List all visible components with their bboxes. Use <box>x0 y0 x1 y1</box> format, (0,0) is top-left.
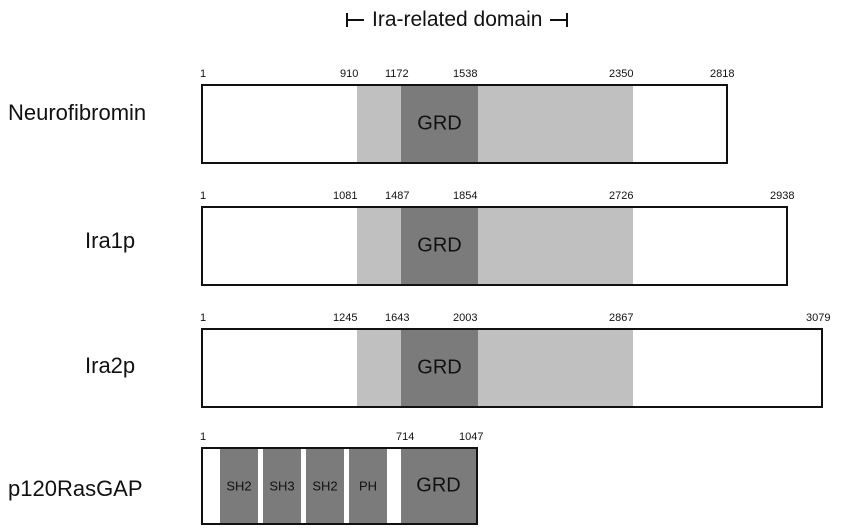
position-start: 1 <box>200 431 207 443</box>
position-label: 1854 <box>453 190 478 202</box>
position-label: 910 <box>340 68 359 80</box>
sh2-domain-label: SH2 <box>226 478 252 494</box>
ira-flank-right <box>478 86 633 162</box>
protein-bar-neurofibromin: GRD <box>201 84 728 164</box>
sh2-domain-label: SH2 <box>312 478 338 494</box>
grd-domain: GRD <box>401 449 476 523</box>
position-start: 1 <box>200 68 207 80</box>
sh3-domain-label: SH3 <box>269 478 295 494</box>
grd-label: GRD <box>417 234 462 257</box>
position-label: 1047 <box>459 431 484 443</box>
grd-domain: GRD <box>401 86 478 162</box>
ira-flank-right <box>478 208 633 284</box>
ph-domain-label: PH <box>358 478 378 494</box>
grd-domain: GRD <box>401 330 478 406</box>
position-end: 3079 <box>806 312 831 324</box>
ira-related-domain-marker: Ira-related domain <box>346 6 569 34</box>
grd-domain: GRD <box>401 208 478 284</box>
domain-left-bracket <box>346 13 364 27</box>
position-start: 1 <box>200 312 207 324</box>
protein-bar-ira1p: GRD <box>201 206 788 286</box>
position-label: 1081 <box>333 190 358 202</box>
protein-label-neurofibromin: Neurofibromin <box>8 100 147 125</box>
grd-label: GRD <box>417 356 462 379</box>
position-label: 2350 <box>609 68 634 80</box>
protein-label-ira1p: Ira1p <box>85 228 136 253</box>
position-end: 2938 <box>770 190 795 202</box>
sh2-domain: SH2 <box>306 449 344 523</box>
position-label: 2867 <box>609 312 634 324</box>
position-end: 2818 <box>710 68 735 80</box>
ira-flank-left <box>357 208 401 284</box>
position-label: 1245 <box>333 312 358 324</box>
position-label: 1172 <box>385 68 409 80</box>
ira-flank-left <box>357 330 401 406</box>
protein-label-p120rasgap: p120RasGAP <box>8 476 143 501</box>
domain-right-bracket <box>550 13 569 27</box>
sh2-domain: SH2 <box>220 449 258 523</box>
position-label: 2003 <box>453 312 478 324</box>
ira-flank-right <box>478 330 633 406</box>
protein-bar-ira2p: GRD <box>201 328 823 408</box>
position-label: 1538 <box>453 68 478 80</box>
grd-label: GRD <box>416 474 461 497</box>
position-label: 2726 <box>609 190 634 202</box>
position-label: 714 <box>396 431 415 443</box>
ira-related-domain-label: Ira-related domain <box>372 8 543 31</box>
ph-domain: PH <box>349 449 387 523</box>
position-label: 1487 <box>385 190 410 202</box>
grd-label: GRD <box>417 112 462 135</box>
protein-label-ira2p: Ira2p <box>85 353 136 378</box>
ira-flank-left <box>357 86 401 162</box>
sh3-domain: SH3 <box>263 449 301 523</box>
protein-bar-p120rasgap: SH2 SH3 SH2 PH GRD <box>201 447 478 525</box>
position-label: 1643 <box>385 312 410 324</box>
position-start: 1 <box>200 190 207 202</box>
